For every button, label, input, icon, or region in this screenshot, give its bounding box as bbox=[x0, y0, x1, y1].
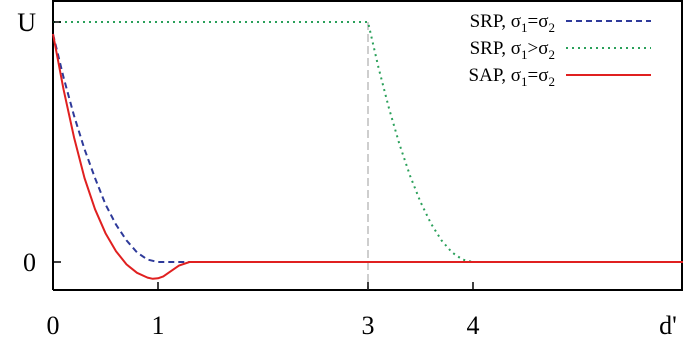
ticks-layer: 0 1 3 4 0 U bbox=[17, 8, 479, 340]
x-axis-label: d' bbox=[659, 311, 677, 340]
legend-label-1: SRP, σ1=σ2 bbox=[470, 11, 555, 35]
x-tick-label-4: 4 bbox=[467, 311, 480, 340]
legend-label-3: SAP, σ1=σ2 bbox=[469, 65, 555, 89]
legend-label-2: SRP, σ1>σ2 bbox=[470, 38, 555, 62]
series-layer bbox=[52, 21, 683, 280]
y-tick-label-0: 0 bbox=[23, 248, 36, 277]
x-tick-label-1: 1 bbox=[152, 311, 165, 340]
x-tick-label-0: 0 bbox=[47, 311, 60, 340]
legend: SRP, σ1=σ2 SRP, σ1>σ2 SAP, σ1=σ2 bbox=[469, 11, 651, 89]
x-tick-label-3: 3 bbox=[362, 311, 375, 340]
y-tick-label-U: U bbox=[17, 8, 36, 37]
series-line-3 bbox=[52, 33, 683, 280]
